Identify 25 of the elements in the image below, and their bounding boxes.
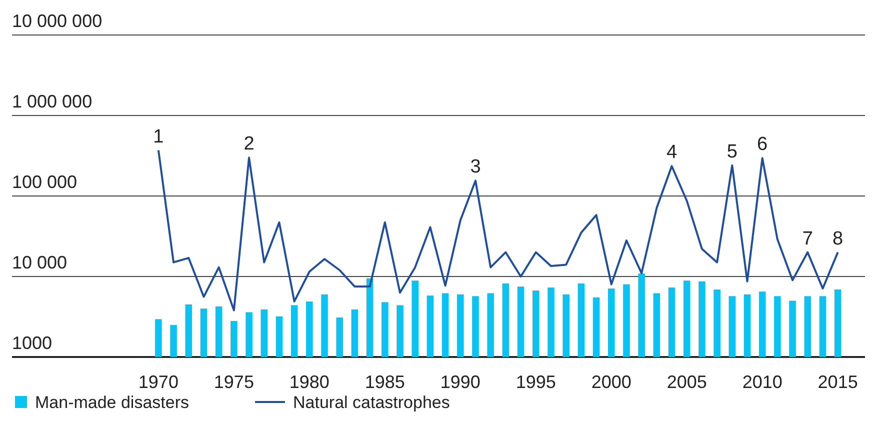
x-tick-label: 1975 [214, 372, 254, 392]
annotation: 2 [244, 134, 254, 155]
y-tick-label: 100 000 [12, 172, 78, 192]
y-tick-label: 10 000 [12, 252, 68, 272]
annotation: 6 [757, 134, 768, 156]
annotation: 4 [666, 142, 678, 164]
x-tick-label: 2010 [742, 372, 782, 392]
legend-label: Man-made disasters [35, 393, 190, 412]
annotation: 5 [726, 141, 738, 162]
x-tick-label: 2015 [818, 372, 858, 392]
annotation: 3 [470, 156, 481, 178]
x-tick-label: 1995 [516, 372, 556, 392]
x-tick-label: 2000 [591, 372, 632, 392]
y-tick-label: 1000 [12, 333, 52, 353]
annotation: 7 [802, 228, 813, 250]
y-tick-label: 10 000 000 [12, 11, 102, 31]
annotation: 1 [153, 126, 164, 148]
x-tick-label: 2005 [666, 372, 707, 392]
x-tick-label: 1970 [138, 372, 178, 392]
x-tick-label: 1990 [440, 372, 480, 392]
legend-label: Natural catastrophes [293, 393, 450, 412]
y-tick-label: 1 000 000 [12, 92, 92, 112]
x-tick-label: 1980 [289, 372, 330, 392]
annotation: 8 [832, 228, 844, 250]
x-tick-label: 1985 [364, 372, 405, 392]
